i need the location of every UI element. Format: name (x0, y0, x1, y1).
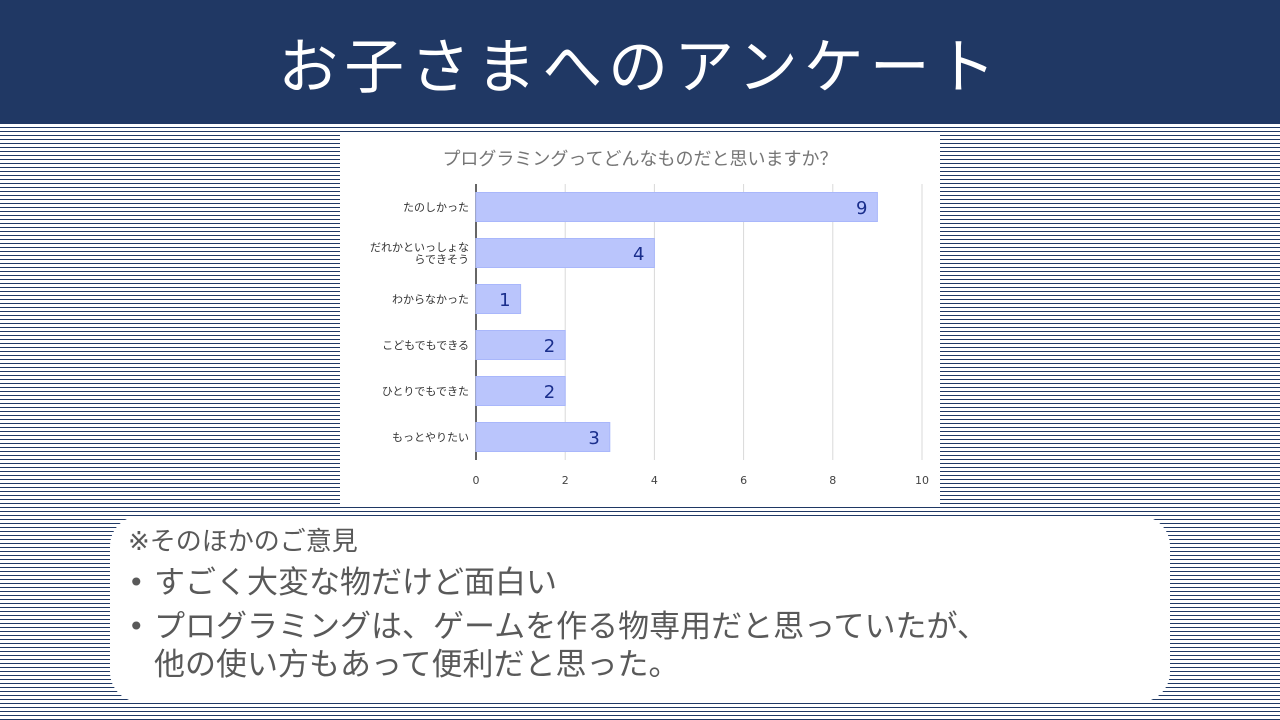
comment-line: すごく大変な物だけど面白い (154, 565, 557, 601)
header-banner: お子さまへのアンケート (0, 0, 1280, 124)
bar-value-label: 1 (499, 290, 510, 311)
bar-chart: プログラミングってどんなものだと思いますか？ 9 4 1 2 2 3 たのしかっただれかと… (370, 149, 930, 487)
comment-item: • すごく大変な物だけど面白い (126, 564, 1156, 602)
comments-box: ※そのほかのご意見 • すごく大変な物だけど面白い • プログラミングは、ゲーム… (110, 516, 1170, 702)
chart-title: プログラミングってどんなものだと思いますか？ (442, 149, 837, 170)
category-label: こどもでもできる (382, 339, 469, 352)
bar (475, 238, 655, 268)
category-labels: たのしかっただれかといっしょならできそうわからなかったこどもでもできるひとりでも… (370, 201, 469, 444)
x-tick-label: 10 (915, 474, 929, 487)
bar-value-label: 9 (856, 198, 867, 219)
chart-panel: プログラミングってどんなものだと思いますか？ 9 4 1 2 2 3 たのしかっただれかと… (340, 134, 940, 506)
bar-value-label: 2 (544, 336, 555, 357)
category-label: だれかといっしょな (370, 241, 469, 254)
comment-item: • プログラミングは、ゲームを作る物専用だと思っていたが、 他の使い方もあって便… (126, 608, 1156, 684)
bar (475, 330, 566, 360)
bullet-icon: • (128, 566, 145, 599)
category-label: らできそう (414, 253, 469, 266)
bar-value-label: 4 (633, 244, 644, 265)
bullet-icon: • (128, 610, 145, 643)
category-label: たのしかった (403, 201, 469, 214)
category-label: ひとりでもできた (382, 385, 469, 398)
category-label: もっとやりたい (392, 431, 469, 444)
x-axis-ticks: 0 2 4 6 8 10 (473, 474, 930, 487)
bar (475, 192, 878, 222)
page-title: お子さまへのアンケート (278, 32, 1002, 103)
x-tick-label: 4 (651, 474, 658, 487)
x-tick-label: 0 (473, 474, 480, 487)
bar (475, 284, 522, 314)
comments-heading: ※そのほかのご意見 (128, 527, 358, 557)
comment-line: プログラミングは、ゲームを作る物専用だと思っていたが、 (154, 609, 988, 645)
bar-value-label: 2 (544, 382, 555, 403)
x-tick-label: 2 (562, 474, 569, 487)
bar-value-label: 3 (588, 428, 599, 449)
x-tick-label: 8 (829, 474, 836, 487)
category-label: わからなかった (392, 293, 469, 306)
comments-list: • すごく大変な物だけど面白い • プログラミングは、ゲームを作る物専用だと思っ… (126, 564, 1156, 690)
bar (475, 422, 611, 452)
x-tick-label: 6 (740, 474, 747, 487)
comment-line: 他の使い方もあって便利だと思った。 (154, 647, 680, 683)
bars: 9 4 1 2 2 3 (475, 192, 878, 452)
gridlines (475, 184, 923, 460)
bar (475, 376, 566, 406)
